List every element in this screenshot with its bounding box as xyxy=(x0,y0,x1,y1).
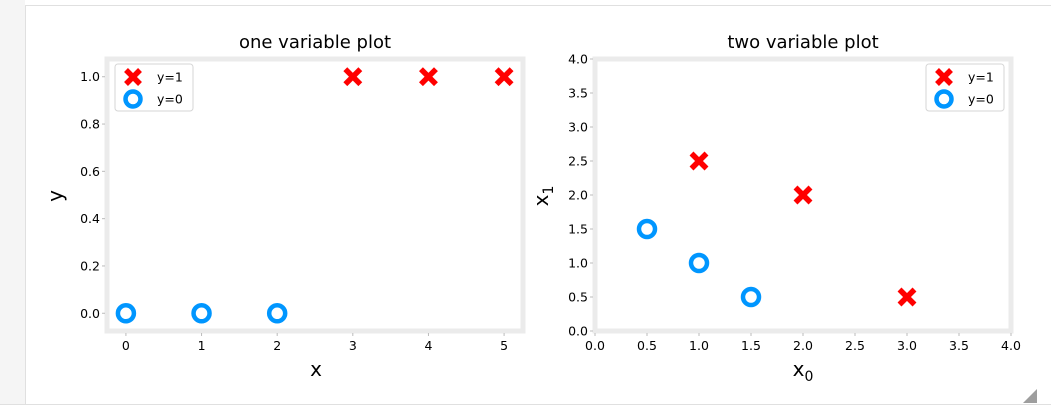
x-marker-stroke xyxy=(935,68,953,86)
o-marker xyxy=(636,218,658,240)
y-tick-label: 1.0 xyxy=(568,256,588,271)
x-tick-label: 2 xyxy=(273,338,281,353)
o-marker xyxy=(740,286,762,308)
y-tick-label: 0.0 xyxy=(80,306,100,321)
x-marker xyxy=(897,287,917,307)
o-marker xyxy=(688,252,710,274)
x-marker-stroke xyxy=(793,185,813,205)
y-tick-label: 4.0 xyxy=(568,52,588,67)
x-tick-label: 0 xyxy=(122,338,130,353)
x-tick-label: 3.0 xyxy=(897,338,917,353)
cell-gutter xyxy=(0,0,26,404)
x-marker xyxy=(494,67,514,87)
series-o-points xyxy=(115,303,288,324)
x-tick-label: 1.5 xyxy=(741,338,761,353)
y-tick-label: 2.5 xyxy=(568,154,588,169)
o-marker xyxy=(266,303,288,324)
x-marker-stroke xyxy=(124,68,142,86)
x-marker xyxy=(124,68,142,86)
x-tick-label: 3 xyxy=(349,338,357,353)
x-tick-label: 1 xyxy=(198,338,206,353)
legend-label: y=1 xyxy=(968,70,994,85)
x-marker-stroke xyxy=(689,151,709,171)
x-tick-label: 2.0 xyxy=(793,338,813,353)
x-marker-stroke xyxy=(419,67,438,87)
chart-title: one variable plot xyxy=(239,32,391,53)
o-marker xyxy=(191,303,212,324)
x-marker xyxy=(793,185,813,205)
x-marker-stroke xyxy=(494,67,514,87)
y-tick-label: 3.0 xyxy=(568,120,588,135)
y-tick-label: 1.0 xyxy=(80,69,100,84)
x-tick-label: 0.5 xyxy=(637,338,657,353)
y-tick-label: 0.8 xyxy=(80,117,100,132)
o-marker xyxy=(123,89,143,109)
y-tick-label: 0.2 xyxy=(80,258,100,273)
y-tick-label: 0.5 xyxy=(568,290,588,305)
o-marker xyxy=(934,89,954,109)
series-x-points xyxy=(689,151,917,307)
x-marker xyxy=(689,151,709,171)
series-x-points xyxy=(343,67,514,87)
legend-label: y=1 xyxy=(157,70,183,85)
y-tick-label: 3.5 xyxy=(568,86,588,101)
y-axis-label: x1 xyxy=(529,186,557,207)
legend: y=1y=0 xyxy=(114,63,194,112)
cell-output-area: one variable plot x y 0 1 2 3 4 5 0.0 0.2 0.4 0.6… xyxy=(26,6,1051,404)
x-tick-label: 2.5 xyxy=(845,338,865,353)
y-tick-label: 2.0 xyxy=(568,188,588,203)
x-marker-stroke xyxy=(897,287,917,307)
legend-label: y=0 xyxy=(157,92,183,107)
series-o-points xyxy=(636,218,762,308)
x-tick-label: 4.0 xyxy=(1001,338,1021,353)
x-marker xyxy=(935,68,953,86)
y-tick-label: 1.5 xyxy=(568,222,588,237)
y-axis-label-base: x xyxy=(529,194,553,206)
x-tick-label: 4 xyxy=(424,338,432,353)
x-axis-label: x xyxy=(310,357,322,381)
one-variable-plot: one variable plot x y 0 1 2 3 4 5 0.0 0.2 0.4 0.6… xyxy=(43,32,526,381)
x-marker-stroke xyxy=(343,67,363,87)
y-axis-label: y xyxy=(43,190,67,202)
x-axis-label: x0 xyxy=(793,357,814,385)
x-tick-label: 5 xyxy=(500,338,508,353)
y-tick-label: 0.4 xyxy=(80,211,100,226)
cell-top-border xyxy=(25,0,1051,6)
x-marker xyxy=(343,67,363,87)
y-tick-label: 0.0 xyxy=(568,324,588,339)
x-tick-label: 0.0 xyxy=(585,338,605,353)
resize-handle[interactable] xyxy=(1023,389,1037,403)
y-tick-label: 0.6 xyxy=(80,164,100,179)
figure: one variable plot x y 0 1 2 3 4 5 0.0 0.2 0.4 0.6… xyxy=(43,32,1021,385)
legend: y=1y=0 xyxy=(925,63,1005,112)
x-marker xyxy=(419,67,438,87)
chart-title: two variable plot xyxy=(727,32,878,53)
x-axis-label-base: x xyxy=(793,357,805,381)
legend-label: y=0 xyxy=(968,92,994,107)
o-marker xyxy=(115,303,137,324)
x-tick-label: 1.0 xyxy=(689,338,709,353)
y-axis-label-subscript: 1 xyxy=(541,186,557,195)
x-axis-label-subscript: 0 xyxy=(804,369,813,385)
cell-bottom-border xyxy=(0,404,1051,405)
x-tick-label: 3.5 xyxy=(949,338,969,353)
two-variable-plot: two variable plot x0 x1 0.0 0.5 1.0 1.5 2.0 2… xyxy=(529,32,1021,385)
